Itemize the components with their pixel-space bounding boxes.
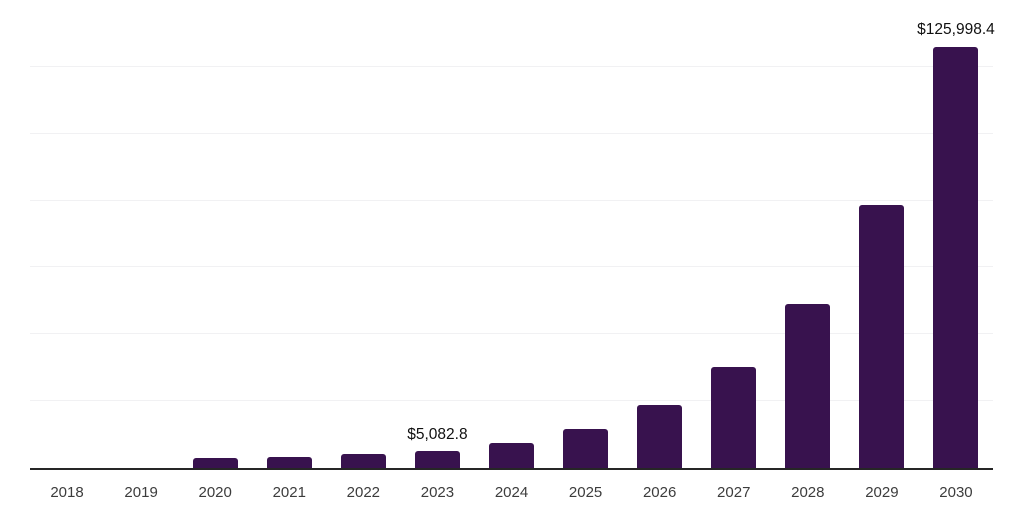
bar-2022 <box>340 454 386 468</box>
x-tick-label-2028: 2028 <box>791 484 825 501</box>
x-axis-tick-labels: 2018 2019 2020 2021 2022 2023 2024 2025 2026 2027… <box>30 472 993 500</box>
bar-2023 <box>414 451 460 468</box>
bar-2029 <box>859 205 905 468</box>
x-tick-label-2018: 2018 <box>50 484 84 501</box>
bar-2021 <box>266 457 312 468</box>
bar-group-2018 <box>30 0 104 468</box>
x-tick-label-2030: 2030 <box>939 484 973 501</box>
gridline-60000 <box>30 266 993 268</box>
x-tick-label-2020: 2020 <box>198 484 232 501</box>
bar-2027 <box>711 366 757 468</box>
x-tick-label-2024: 2024 <box>494 484 529 501</box>
gridline-40000 <box>30 333 993 335</box>
bar-2030 <box>933 46 979 468</box>
gridline-20000 <box>30 400 993 402</box>
bar-group-2024 <box>474 0 548 468</box>
bar-group-2028 <box>771 0 845 468</box>
bar-group-2020 <box>178 0 252 468</box>
bar-2024 <box>489 442 534 468</box>
bar-group-2023: $5,082.8 <box>400 0 474 468</box>
plot-area: $5,082.8 $125,998.4 <box>30 0 995 470</box>
bar-2026 <box>637 404 683 468</box>
bars-layer: $5,082.8 $125,998.4 <box>30 0 995 468</box>
bar-group-2019 <box>104 0 178 468</box>
bar-group-2026 <box>623 0 697 468</box>
x-tick-label-2022: 2022 <box>346 484 381 501</box>
data-label-2030: $125,998.4 <box>917 21 995 39</box>
x-tick-label-2029: 2029 <box>865 484 899 501</box>
bar-group-2021 <box>252 0 326 468</box>
bar-group-2029 <box>845 0 919 468</box>
bar-group-2027 <box>697 0 771 468</box>
x-tick-label-2026: 2026 <box>642 484 677 501</box>
bar-group-2022 <box>326 0 400 468</box>
bar-group-2025 <box>549 0 623 468</box>
bar-2028 <box>785 304 831 468</box>
bar-group-2030: $125,998.4 <box>917 0 995 468</box>
gridline-80000 <box>30 199 993 201</box>
gridline-120000 <box>30 65 993 67</box>
bar-2020 <box>192 458 238 468</box>
x-tick-label-2021: 2021 <box>272 484 306 501</box>
x-tick-label-2023: 2023 <box>420 484 455 501</box>
bar-2025 <box>563 428 609 468</box>
x-tick-label-2025: 2025 <box>568 484 603 501</box>
x-axis-line <box>30 468 993 470</box>
x-tick-label-2027: 2027 <box>717 484 751 501</box>
data-label-2023: $5,082.8 <box>407 425 468 443</box>
gridline-100000 <box>30 132 993 134</box>
x-tick-label-2019: 2019 <box>124 484 158 501</box>
